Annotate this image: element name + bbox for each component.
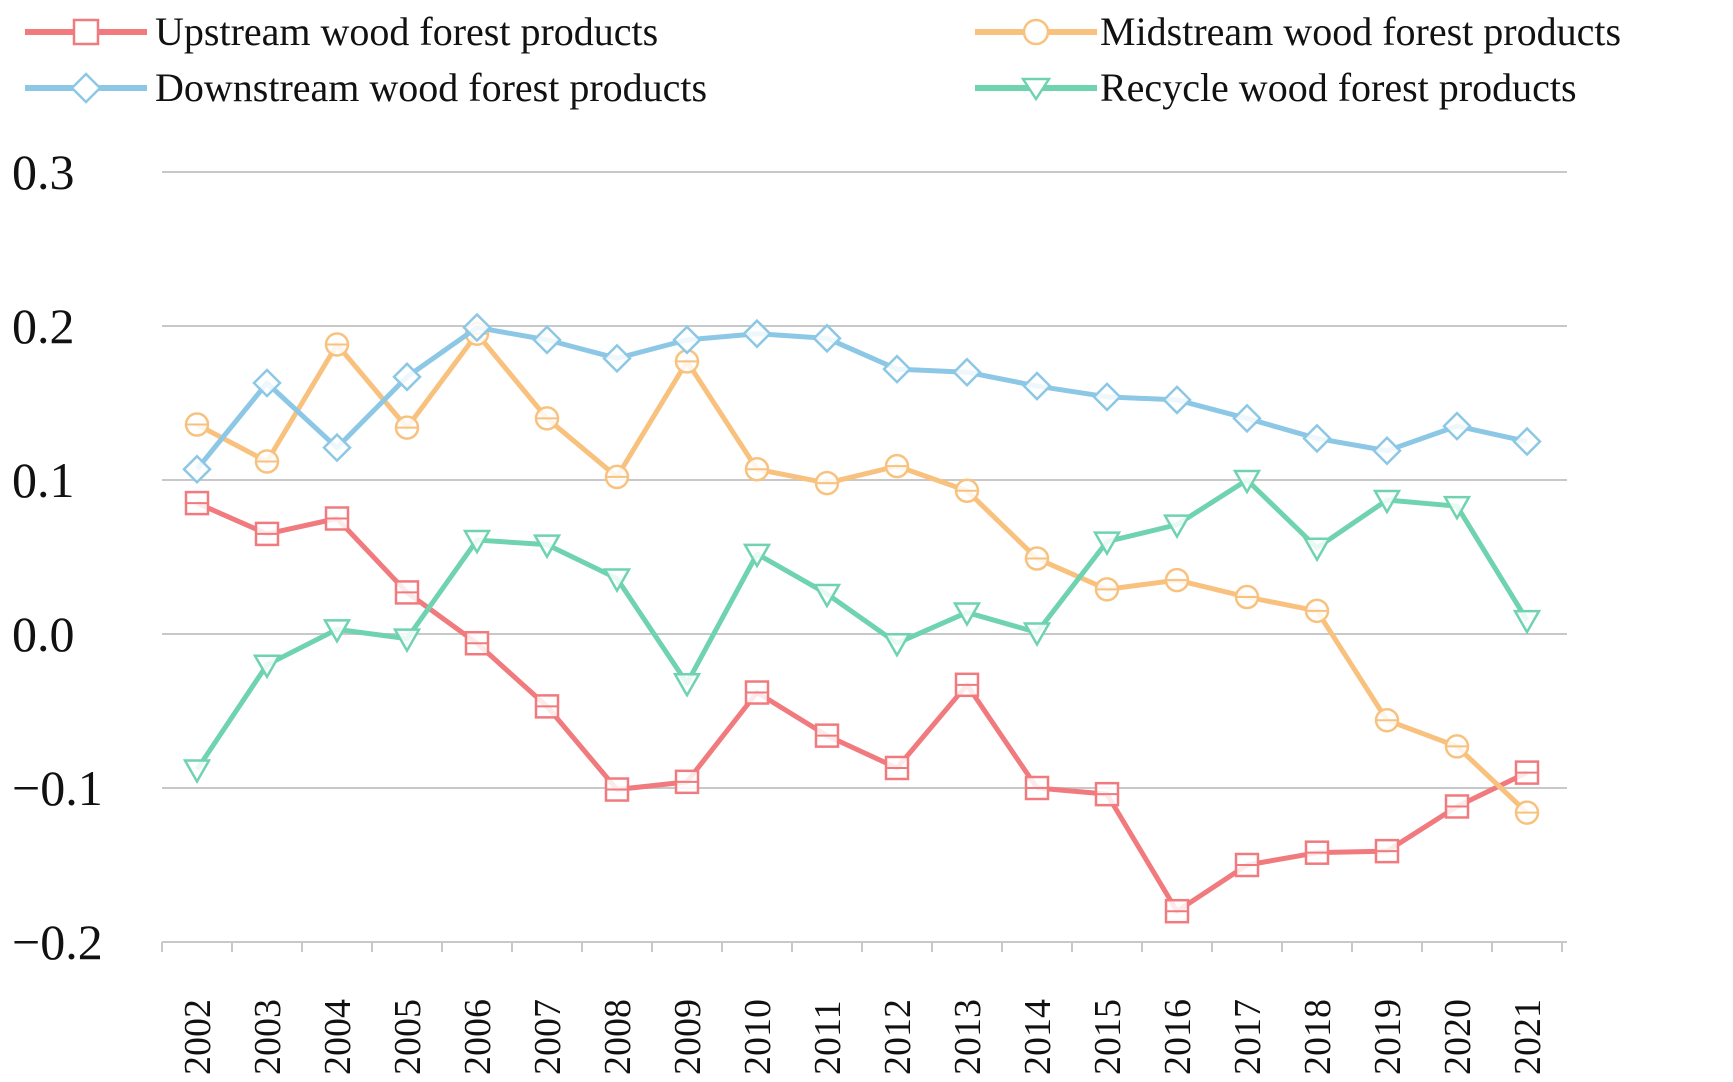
x-tick-label: 2021	[1507, 999, 1549, 1075]
data-point-diamond	[182, 454, 212, 484]
legend-label-midstream: Midstream wood forest products	[1100, 9, 1621, 54]
series-line	[195, 325, 1528, 471]
legend-label-upstream: Upstream wood forest products	[155, 9, 658, 54]
data-point-triangle	[812, 583, 842, 609]
data-point-triangle	[182, 759, 212, 785]
legend-label-recycle: Recycle wood forest products	[1100, 65, 1577, 110]
data-point-diamond	[602, 343, 632, 374]
data-point-diamond	[462, 312, 492, 343]
legend-entry-upstream: Upstream wood forest products	[25, 9, 658, 54]
x-tick-label: 2005	[387, 999, 429, 1075]
data-point-diamond	[1302, 423, 1332, 454]
series-midstream	[184, 321, 1540, 825]
x-tick-label: 2009	[667, 999, 709, 1075]
data-point-diamond	[532, 325, 562, 355]
data-point-triangle	[252, 654, 282, 680]
data-point-triangle	[1092, 531, 1122, 557]
data-point-diamond	[252, 368, 282, 398]
data-point-triangle	[602, 568, 632, 594]
data-point-diamond	[742, 318, 772, 349]
data-point-diamond	[1512, 426, 1542, 457]
x-tick-label: 2019	[1367, 999, 1409, 1075]
series-upstream	[184, 490, 1540, 924]
legend-marker-recycle	[1020, 77, 1052, 102]
data-point-triangle	[1512, 609, 1542, 635]
data-point-diamond	[952, 357, 982, 387]
y-axis-ticks: 0.3 0.2 0.1 0.0 −0.1 −0.2	[12, 144, 103, 970]
series-line	[194, 477, 1530, 771]
legend-label-downstream: Downstream wood forest products	[155, 65, 707, 110]
data-point-triangle	[462, 529, 492, 555]
x-tick-label: 2010	[737, 999, 779, 1075]
data-point-triangle	[532, 534, 562, 560]
y-tick-label: 0.1	[12, 452, 75, 508]
data-point-diamond	[1162, 385, 1192, 415]
legend-marker-midstream	[1022, 18, 1050, 46]
legend-entry-recycle: Recycle wood forest products	[975, 65, 1577, 110]
y-tick-label: −0.2	[12, 914, 103, 970]
gridlines	[162, 171, 1567, 789]
series-recycle	[182, 469, 1542, 785]
data-point-diamond	[392, 362, 422, 392]
data-point-triangle	[1232, 469, 1262, 495]
x-tick-label: 2012	[877, 999, 919, 1075]
data-point-diamond	[1232, 403, 1262, 434]
data-point-diamond	[1092, 382, 1122, 412]
y-tick-label: −0.1	[12, 760, 103, 816]
data-point-triangle	[1372, 489, 1402, 515]
legend-marker-upstream	[72, 18, 100, 46]
series-layer	[182, 312, 1542, 924]
x-tick-label: 2015	[1087, 999, 1129, 1075]
x-tick-label: 2008	[597, 999, 639, 1075]
x-tick-label: 2017	[1227, 999, 1269, 1075]
data-point-triangle	[742, 543, 772, 569]
series-downstream	[182, 312, 1542, 484]
y-tick-label: 0.0	[12, 606, 75, 662]
data-point-triangle	[1162, 514, 1192, 540]
x-tick-label: 2007	[527, 999, 569, 1075]
x-tick-label: 2013	[947, 999, 989, 1075]
x-tick-label: 2006	[457, 999, 499, 1075]
x-tick-label: 2003	[247, 999, 289, 1075]
data-point-triangle	[882, 632, 912, 658]
x-axis: 2002 2003 2004 2005 2006 2007 2008 2009 2010 2011…	[161, 941, 1567, 1075]
legend-entry-midstream: Midstream wood forest products	[975, 9, 1621, 54]
data-point-diamond	[1442, 411, 1472, 441]
data-point-triangle	[322, 619, 352, 644]
data-point-diamond	[1372, 435, 1402, 466]
data-point-triangle	[1022, 622, 1052, 647]
data-point-diamond	[672, 325, 702, 355]
x-tick-label: 2011	[807, 1000, 849, 1075]
x-tick-label: 2002	[177, 999, 219, 1075]
data-point-triangle	[672, 673, 702, 698]
legend-entry-downstream: Downstream wood forest products	[25, 65, 707, 110]
x-tick-label: 2014	[1017, 999, 1059, 1075]
data-point-diamond	[322, 432, 352, 463]
data-point-triangle	[1302, 537, 1332, 563]
x-tick-label: 2018	[1297, 999, 1339, 1075]
data-point-diamond	[882, 354, 912, 384]
data-point-triangle	[952, 602, 982, 627]
series-line	[195, 331, 1529, 815]
data-point-triangle	[392, 628, 422, 654]
y-tick-label: 0.2	[12, 298, 75, 354]
data-point-diamond	[1022, 371, 1052, 401]
y-tick-label: 0.3	[12, 144, 75, 200]
x-tick-label: 2016	[1157, 999, 1199, 1075]
legend-marker-downstream	[70, 72, 102, 104]
x-tick-label: 2020	[1437, 999, 1479, 1075]
data-point-diamond	[812, 323, 842, 354]
legend: Upstream wood forest products Midstream …	[25, 9, 1621, 110]
data-point-triangle	[1442, 495, 1472, 521]
x-tick-label: 2004	[317, 999, 359, 1075]
